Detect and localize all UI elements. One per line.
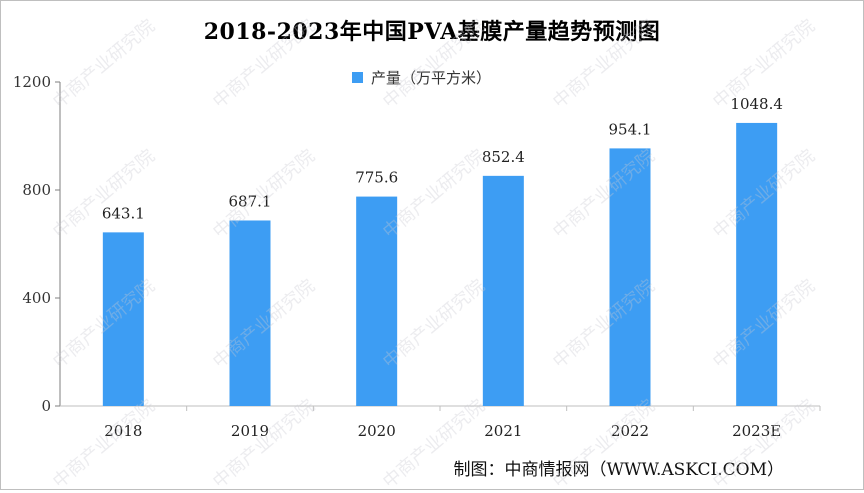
bar xyxy=(356,196,398,406)
y-tick-label: 0 xyxy=(41,397,51,415)
value-label: 643.1 xyxy=(102,204,145,222)
value-label: 775.6 xyxy=(355,169,398,187)
legend: 产量（万平方米） xyxy=(352,67,491,88)
bar xyxy=(609,148,651,406)
x-tick-label: 2018 xyxy=(104,422,142,440)
value-label: 1048.4 xyxy=(730,95,783,113)
value-label: 852.4 xyxy=(482,148,525,166)
bar xyxy=(736,122,778,406)
y-tick-label: 1200 xyxy=(13,73,51,91)
y-tick-label: 800 xyxy=(22,181,51,199)
y-tick-label: 400 xyxy=(22,289,51,307)
value-label: 954.1 xyxy=(609,120,652,138)
axes: 0 400 800 1200 2018 2019 2020 2021 2022 2023E xyxy=(13,73,821,440)
bar xyxy=(229,220,271,406)
bars xyxy=(102,122,778,406)
source-note: 制图：中商情报网（WWW.ASKCI.COM） xyxy=(453,460,785,480)
x-tick-label: 2023E xyxy=(732,422,781,440)
x-tick-label: 2019 xyxy=(231,422,269,440)
x-tick-label: 2021 xyxy=(484,422,522,440)
bar xyxy=(482,175,524,406)
legend-label: 产量（万平方米） xyxy=(371,69,492,87)
x-tick-label: 2020 xyxy=(358,422,396,440)
value-labels: 643.1 687.1 775.6 852.4 954.1 1048.4 xyxy=(102,95,783,222)
bar xyxy=(102,232,144,406)
legend-swatch xyxy=(352,72,363,83)
x-tick-label: 2022 xyxy=(611,422,649,440)
value-label: 687.1 xyxy=(229,192,272,210)
chart-title: 2018-2023年中国PVA基膜产量趋势预测图 xyxy=(203,19,661,45)
